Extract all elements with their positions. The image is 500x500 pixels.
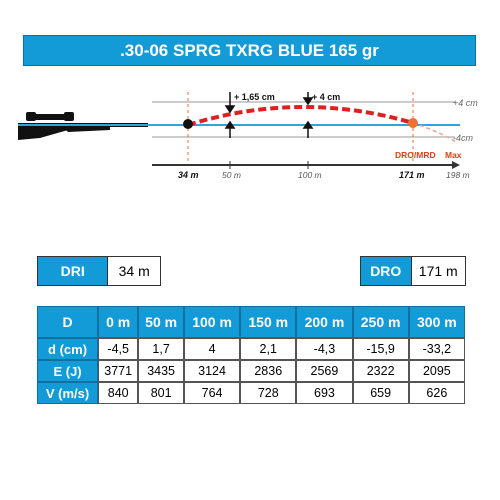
dro-point [408,118,418,128]
ballistics-table: D 0 m 50 m 100 m 150 m 200 m 250 m 300 m… [37,306,465,404]
table-header-cell: 300 m [408,306,465,338]
dro-box: DRO 171 m [360,256,466,286]
table-header-cell: 50 m [138,306,184,338]
table-cell: -4,3 [296,338,353,360]
table-cell: 801 [138,382,184,404]
trajectory-tail [412,122,457,143]
table-cell: 659 [352,382,409,404]
table-cell: -33,2 [408,338,465,360]
distance-100-label: 100 m [298,170,322,180]
table-cell: 840 [98,382,139,404]
distance-198-label: 198 m [446,170,470,180]
dro-value: 171 m [411,257,465,285]
table-cell: 728 [240,382,297,404]
trajectory-diagram: + 1,65 cm + 4 cm +4 cm -4cm DRO/MRD Max … [18,92,478,180]
trajectory-curve [187,105,414,127]
table-header-cell: 250 m [352,306,409,338]
table-header-cell: 100 m [183,306,241,338]
dri-value: 34 m [108,257,160,285]
table-row: V (m/s) 840 801 764 728 693 659 626 [37,382,465,404]
table-row: E (J) 3771 3435 3124 2836 2569 2322 2095 [37,360,465,382]
table-cell: 2836 [240,360,297,382]
table-cell: 693 [296,382,353,404]
distance-171-label: 171 m [399,170,425,180]
table-header-cell: 200 m [296,306,353,338]
distance-34-label: 34 m [178,170,199,180]
max-label: Max [445,150,462,160]
rise-4-label: + 4 cm [312,92,340,102]
table-cell: 2095 [408,360,465,382]
row-label: E (J) [37,360,99,382]
dro-label: DRO [361,257,412,285]
band-top-label: +4 cm [453,98,478,108]
row-label: V (m/s) [37,382,99,404]
table-cell: 2,1 [240,338,297,360]
table-header-cell: 150 m [240,306,297,338]
table-cell: -15,9 [352,338,409,360]
cartridge-title: .30-06 SPRG TXRG BLUE 165 gr [23,35,476,66]
rise-arrows [224,92,314,138]
table-cell: -4,5 [98,338,139,360]
dro-mrd-label: DRO/MRD [395,150,436,160]
table-cell: 2322 [352,360,409,382]
distance-50-label: 50 m [222,170,241,180]
table-cell: 3124 [183,360,241,382]
table-header-cell: 0 m [98,306,139,338]
table-row: d (cm) -4,5 1,7 4 2,1 -4,3 -15,9 -33,2 [37,338,465,360]
dri-box: DRI 34 m [37,256,161,286]
row-label: d (cm) [37,338,99,360]
table-cell: 3435 [138,360,184,382]
table-cell: 1,7 [138,338,184,360]
table-cell: 4 [183,338,241,360]
dri-label: DRI [38,257,109,285]
table-header-row: D 0 m 50 m 100 m 150 m 200 m 250 m 300 m [37,306,465,338]
table-cell: 764 [183,382,241,404]
table-cell: 3771 [98,360,139,382]
rise-165-label: + 1,65 cm [234,92,275,102]
table-header-cell: D [37,306,99,338]
table-cell: 626 [408,382,465,404]
table-cell: 2569 [296,360,353,382]
dri-point [183,119,193,129]
band-bottom-label: -4cm [453,133,474,143]
